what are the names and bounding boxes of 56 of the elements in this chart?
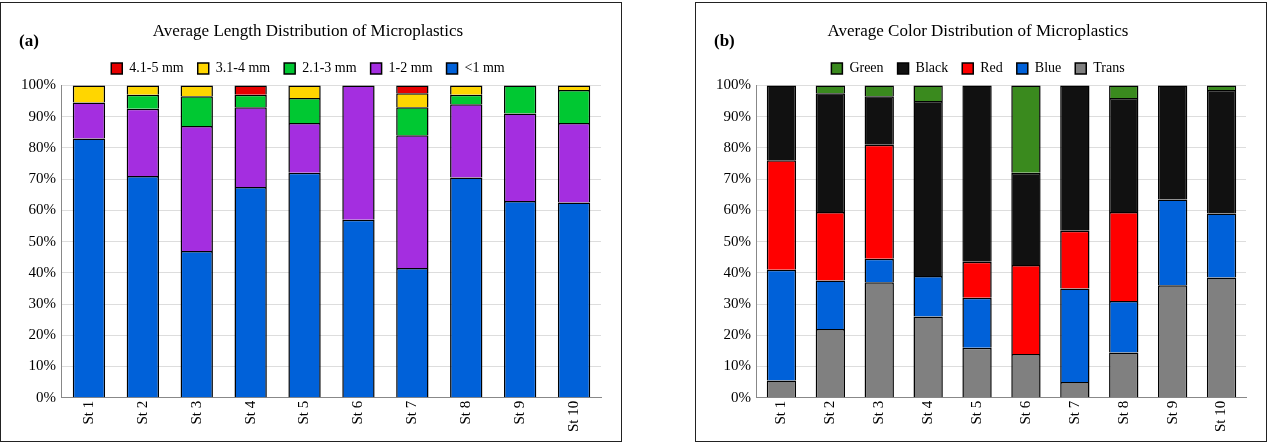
y-tick-label: 40% <box>28 263 56 280</box>
x-tick-label: St 1 <box>772 400 789 425</box>
y-tick-label: 60% <box>28 201 56 218</box>
legend-label: Green <box>849 60 884 76</box>
x-tick-label: St 10 <box>564 400 581 433</box>
y-tick-label: 70% <box>28 170 56 187</box>
x-tick-label: St 3 <box>870 400 887 425</box>
x-tick-label: St 1 <box>79 400 96 425</box>
text: (b) <box>714 30 735 50</box>
y-tick-label: 30% <box>28 294 56 311</box>
x-tick-label: St 8 <box>1114 400 1131 425</box>
y-tick-label: 30% <box>723 294 751 311</box>
y-tick-label: 10% <box>723 357 751 374</box>
x-tick-label: St 7 <box>1065 400 1082 425</box>
y-tick-label: 20% <box>723 326 751 343</box>
x-tick-label: St 9 <box>1163 400 1180 425</box>
x-tick-label: St 7 <box>403 400 420 425</box>
x-tick-label: St 6 <box>349 400 366 425</box>
x-tick-label: St 5 <box>967 400 984 425</box>
y-tick-label: 90% <box>28 107 56 124</box>
y-tick-label: 80% <box>28 138 56 155</box>
x-tick-label: St 2 <box>133 400 150 425</box>
legend-label: 2.1-3 mm <box>302 60 357 76</box>
legend-label: 4.1-5 mm <box>129 60 184 76</box>
x-tick-label: St 5 <box>295 400 312 425</box>
x-tick-label: St 2 <box>821 400 838 425</box>
x-tick-label: St 6 <box>1016 400 1033 425</box>
x-tick-label: St 10 <box>1212 400 1229 433</box>
legend-label: 3.1-4 mm <box>215 60 271 76</box>
y-tick-label: 100% <box>716 76 751 93</box>
y-tick-label: 50% <box>28 232 56 249</box>
legend-label: Trans <box>1093 60 1125 76</box>
legend-label: <1 mm <box>464 60 505 76</box>
legend-label: Black <box>915 60 949 76</box>
y-tick-label: 80% <box>723 138 751 155</box>
y-tick-label: 20% <box>28 326 56 343</box>
y-tick-label: 90% <box>723 107 751 124</box>
x-tick-label: St 4 <box>241 400 258 425</box>
y-tick-label: 50% <box>723 232 751 249</box>
x-tick-label: St 9 <box>511 400 528 425</box>
chart-title: Average Length Distribution of Microplastics <box>152 20 464 40</box>
y-tick-label: 0% <box>731 388 751 405</box>
x-tick-label: St 3 <box>187 400 204 425</box>
legend-label: Blue <box>1034 60 1062 76</box>
x-tick-label: St 4 <box>919 400 936 425</box>
x-tick-label: St 8 <box>457 400 474 425</box>
y-tick-label: 40% <box>723 263 751 280</box>
legend-label: 1-2 mm <box>388 60 433 76</box>
y-tick-label: 100% <box>21 76 56 93</box>
text: (a) <box>19 30 39 50</box>
legend-label: Red <box>980 60 1003 76</box>
chart-title: Average Color Distribution of Microplastics <box>827 20 1129 40</box>
y-tick-label: 70% <box>723 170 751 187</box>
y-tick-label: 10% <box>28 357 56 374</box>
y-tick-label: 0% <box>36 388 56 405</box>
y-tick-label: 60% <box>723 201 751 218</box>
